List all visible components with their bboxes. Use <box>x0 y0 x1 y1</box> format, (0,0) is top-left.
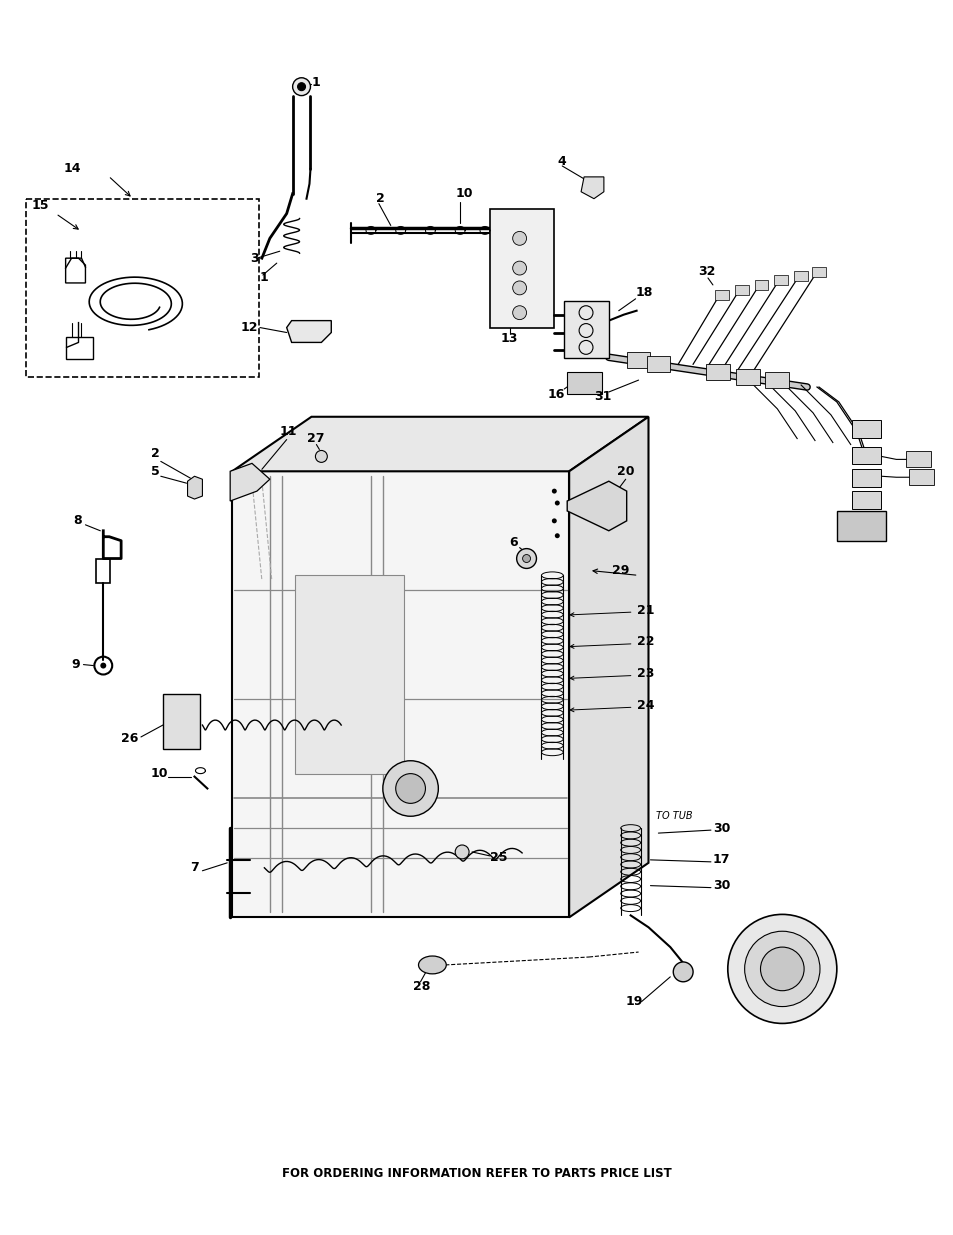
Circle shape <box>551 519 557 524</box>
Text: 8: 8 <box>73 514 82 527</box>
Circle shape <box>555 534 559 538</box>
Circle shape <box>512 282 526 295</box>
Polygon shape <box>580 177 603 199</box>
Bar <box>793 270 807 282</box>
Bar <box>705 364 729 380</box>
Text: 9: 9 <box>71 658 80 671</box>
Bar <box>851 420 881 437</box>
Text: 13: 13 <box>500 332 517 345</box>
Text: 3: 3 <box>250 252 258 264</box>
Text: 24: 24 <box>636 699 654 711</box>
Circle shape <box>522 555 530 562</box>
Bar <box>66 337 93 359</box>
Polygon shape <box>230 463 270 501</box>
Text: 4: 4 <box>557 154 565 168</box>
Text: 15: 15 <box>31 199 50 212</box>
Text: 21: 21 <box>636 604 654 616</box>
Bar <box>908 469 933 485</box>
Text: 27: 27 <box>306 432 324 445</box>
Polygon shape <box>188 477 202 499</box>
Text: 26: 26 <box>121 732 138 746</box>
Polygon shape <box>569 416 648 918</box>
Text: 28: 28 <box>412 981 430 993</box>
Circle shape <box>760 947 803 990</box>
Bar <box>905 452 930 467</box>
Bar <box>714 290 728 300</box>
Polygon shape <box>287 321 331 342</box>
Text: 32: 32 <box>698 264 715 278</box>
Bar <box>851 492 881 509</box>
Bar <box>754 280 767 290</box>
Bar <box>836 511 885 541</box>
Bar <box>490 209 554 327</box>
Bar <box>851 447 881 464</box>
Bar <box>646 357 670 372</box>
Circle shape <box>512 231 526 246</box>
Text: 14: 14 <box>64 163 81 175</box>
Circle shape <box>100 663 106 668</box>
Text: 10: 10 <box>455 188 472 200</box>
Text: 2: 2 <box>151 447 159 459</box>
Ellipse shape <box>418 956 446 974</box>
Bar <box>764 372 788 388</box>
Text: 5: 5 <box>151 464 159 478</box>
Bar <box>626 352 650 368</box>
Text: 18: 18 <box>635 287 652 299</box>
Text: 17: 17 <box>712 853 730 867</box>
Text: 11: 11 <box>279 425 297 438</box>
Polygon shape <box>567 482 626 531</box>
Circle shape <box>293 78 310 95</box>
Text: 31: 31 <box>594 390 611 404</box>
Text: 25: 25 <box>490 851 507 864</box>
Text: 12: 12 <box>240 321 257 333</box>
Circle shape <box>551 489 557 494</box>
Text: 7: 7 <box>191 861 199 874</box>
Circle shape <box>512 261 526 275</box>
Circle shape <box>744 931 820 1007</box>
Circle shape <box>555 500 559 505</box>
Circle shape <box>727 914 836 1024</box>
Bar <box>294 576 403 773</box>
Circle shape <box>315 451 327 462</box>
Bar <box>163 694 200 748</box>
Bar <box>734 285 748 295</box>
Text: 30: 30 <box>712 879 730 892</box>
Text: 6: 6 <box>509 536 517 550</box>
Text: 1: 1 <box>311 77 320 89</box>
Circle shape <box>382 761 437 816</box>
Text: 1: 1 <box>259 272 269 284</box>
Text: 22: 22 <box>636 635 654 648</box>
Circle shape <box>297 83 305 90</box>
Text: 2: 2 <box>375 193 384 205</box>
Polygon shape <box>232 472 569 918</box>
Circle shape <box>395 773 425 803</box>
Circle shape <box>455 845 469 858</box>
Text: 19: 19 <box>625 995 642 1008</box>
Text: 20: 20 <box>617 464 634 478</box>
Circle shape <box>512 306 526 320</box>
Bar <box>735 369 759 385</box>
Text: 23: 23 <box>636 667 654 680</box>
Bar <box>563 301 608 358</box>
Bar <box>851 469 881 487</box>
Text: 10: 10 <box>151 767 168 781</box>
Circle shape <box>517 548 536 568</box>
Text: 16: 16 <box>547 389 564 401</box>
Text: 30: 30 <box>712 821 730 835</box>
Polygon shape <box>232 416 648 472</box>
Bar <box>811 267 825 277</box>
Bar <box>774 275 787 285</box>
Text: FOR ORDERING INFORMATION REFER TO PARTS PRICE LIST: FOR ORDERING INFORMATION REFER TO PARTS … <box>282 1167 671 1179</box>
Text: 29: 29 <box>611 564 629 577</box>
Text: TO TUB: TO TUB <box>656 811 692 821</box>
Bar <box>567 372 601 394</box>
Bar <box>26 199 258 377</box>
Bar <box>96 558 111 583</box>
Circle shape <box>673 962 693 982</box>
